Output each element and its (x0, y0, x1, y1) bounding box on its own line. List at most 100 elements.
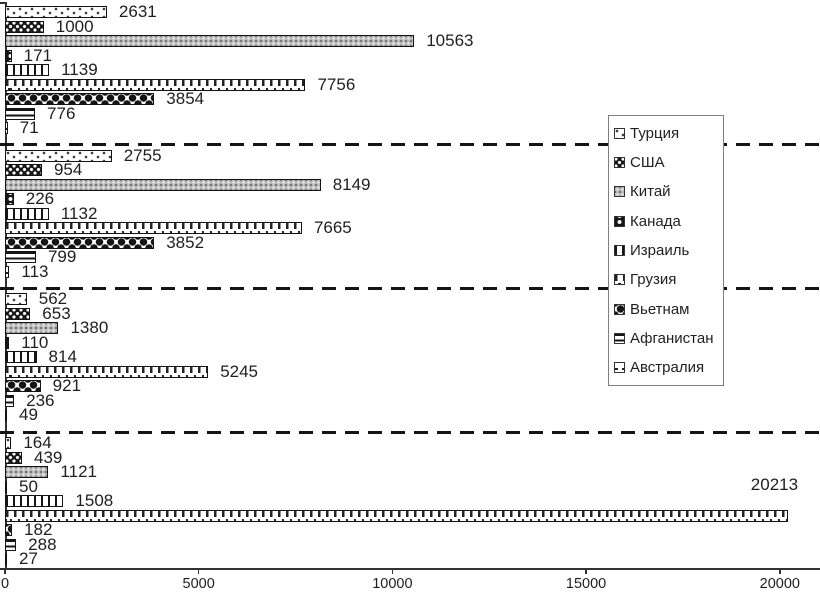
bar-Израиль-group4 (5, 495, 64, 507)
legend-item-Турция: Турция (614, 119, 723, 147)
group-separator-1 (0, 143, 820, 146)
legend-marker-Турция-icon (614, 127, 625, 139)
bar-Канада-group1 (5, 49, 12, 62)
value-label-Турция-group2: 2755 (123, 145, 162, 165)
bar-Китай-group4 (5, 466, 49, 478)
legend-label: Израиль (630, 241, 690, 259)
legend-label: Канада (630, 212, 681, 230)
x-axis-line (0, 568, 820, 570)
value-label-США-group4: 439 (34, 447, 63, 467)
legend: Турция США Китай Канада Израиль Грузия Вьетнам… (608, 115, 724, 386)
value-label-Израиль-group1: 1139 (61, 60, 98, 79)
bar-Турция-group1 (5, 6, 107, 18)
value-label-Израиль-group3: 814 (48, 347, 77, 366)
bar-США-group4 (5, 451, 22, 464)
value-label-Китай-group2: 8149 (332, 174, 371, 194)
y-axis-line (5, 2, 7, 568)
bar-Грузия-group4 (5, 509, 789, 522)
legend-item-Австралия: Австралия (614, 354, 723, 382)
value-label-Грузия-group4: 20213 (750, 474, 799, 494)
bar-Канада-group2 (5, 193, 14, 205)
legend-marker-Канада-icon (614, 215, 625, 227)
value-label-Афганистан-group3: 236 (26, 390, 55, 410)
bar-Афганистан-group4 (5, 538, 17, 551)
value-label-Австралия-group3: 49 (19, 405, 38, 424)
value-label-Афганистан-group2: 799 (47, 247, 77, 266)
value-label-Израиль-group4: 1508 (75, 491, 114, 510)
value-label-Китай-group3: 1380 (70, 318, 109, 337)
legend-item-США: США (614, 149, 723, 177)
legend-label: Афганистан (630, 329, 714, 347)
bar-Израиль-group1 (5, 64, 50, 76)
bar-США-group1 (5, 20, 44, 33)
legend-item-Грузия: Грузия (614, 266, 723, 294)
value-label-Грузия-group1: 7756 (317, 74, 356, 94)
bar-Грузия-group2 (5, 222, 302, 234)
value-label-Грузия-group3: 5245 (220, 361, 259, 381)
bar-Австралия-group1 (5, 122, 8, 134)
bar-Канада-group4 (5, 480, 7, 493)
value-label-Вьетнам-group3: 921 (52, 376, 82, 395)
legend-label: Австралия (630, 359, 705, 377)
value-label-США-group2: 954 (53, 160, 83, 179)
value-label-Турция-group4: 164 (23, 433, 52, 452)
value-label-Турция-group1: 2631 (118, 2, 157, 21)
bar-Израиль-group2 (5, 207, 49, 220)
bar-Грузия-group1 (5, 78, 306, 91)
bar-Грузия-group3 (5, 365, 209, 378)
legend-item-Китай: Китай (614, 178, 723, 206)
legend-marker-Израиль-icon (614, 244, 625, 256)
legend-marker-США-icon (614, 157, 625, 169)
value-label-Австралия-group1: 71 (19, 118, 39, 137)
x-tick-label-20000: 20000 (759, 576, 800, 592)
bar-Турция-group3 (5, 293, 27, 305)
legend-item-Канада: Канада (614, 207, 723, 235)
legend-marker-Афганистан-icon (614, 332, 625, 344)
x-tick-15000 (585, 569, 587, 574)
value-label-Вьетнам-group4: 182 (24, 520, 53, 539)
bar-Вьетнам-group3 (5, 380, 41, 392)
value-label-Израиль-group2: 1132 (60, 203, 98, 223)
value-label-США-group1: 1000 (55, 16, 94, 36)
bar-Турция-group4 (5, 437, 12, 449)
bar-Вьетнам-group1 (5, 93, 155, 105)
bar-Китай-group2 (5, 178, 321, 191)
x-tick-label-5000: 5000 (182, 576, 215, 592)
bar-Афганистан-group2 (5, 251, 36, 263)
x-tick-10000 (391, 569, 394, 574)
legend-label: Китай (630, 183, 671, 201)
bar-Вьетнам-group2 (5, 236, 155, 249)
bar-Афганистан-group1 (5, 107, 36, 120)
bar-США-group3 (5, 307, 31, 320)
y-axis-tick-0 (0, 2, 5, 4)
value-label-Турция-group3: 562 (38, 289, 68, 308)
value-label-Австралия-group2: 113 (21, 261, 49, 281)
value-label-Австралия-group4: 27 (19, 549, 38, 568)
legend-item-Израиль: Израиль (614, 236, 723, 264)
legend-item-Афганистан: Афганистан (614, 324, 723, 352)
x-tick-label-10000: 10000 (372, 576, 413, 592)
bar-Австралия-group4 (5, 553, 7, 565)
value-label-Канада-group2: 226 (25, 189, 55, 208)
bar-Вьетнам-group4 (5, 524, 13, 536)
bar-Турция-group2 (5, 149, 112, 162)
legend-label: Турция (630, 124, 680, 142)
value-label-Китай-group1: 10563 (426, 31, 474, 50)
bar-Китай-group1 (5, 35, 415, 47)
bar-Австралия-group3 (5, 409, 7, 421)
legend-marker-Грузия-icon (614, 274, 625, 286)
x-tick-20000 (779, 569, 781, 574)
y-axis-tick-4 (0, 568, 5, 570)
legend-marker-Австралия-icon (614, 362, 625, 374)
bar-Израиль-group3 (5, 351, 37, 363)
value-label-США-group3: 653 (42, 303, 71, 323)
bar-Афганистан-group3 (5, 394, 15, 407)
value-label-Канада-group3: 110 (21, 332, 49, 352)
value-label-Канада-group4: 50 (19, 476, 38, 496)
group-separator-2 (0, 287, 820, 290)
value-label-Афганистан-group4: 288 (28, 534, 57, 554)
value-label-Китай-group4: 1121 (60, 462, 97, 481)
legend-marker-Вьетнам-icon (614, 303, 625, 315)
bar-Канада-group3 (5, 336, 10, 349)
